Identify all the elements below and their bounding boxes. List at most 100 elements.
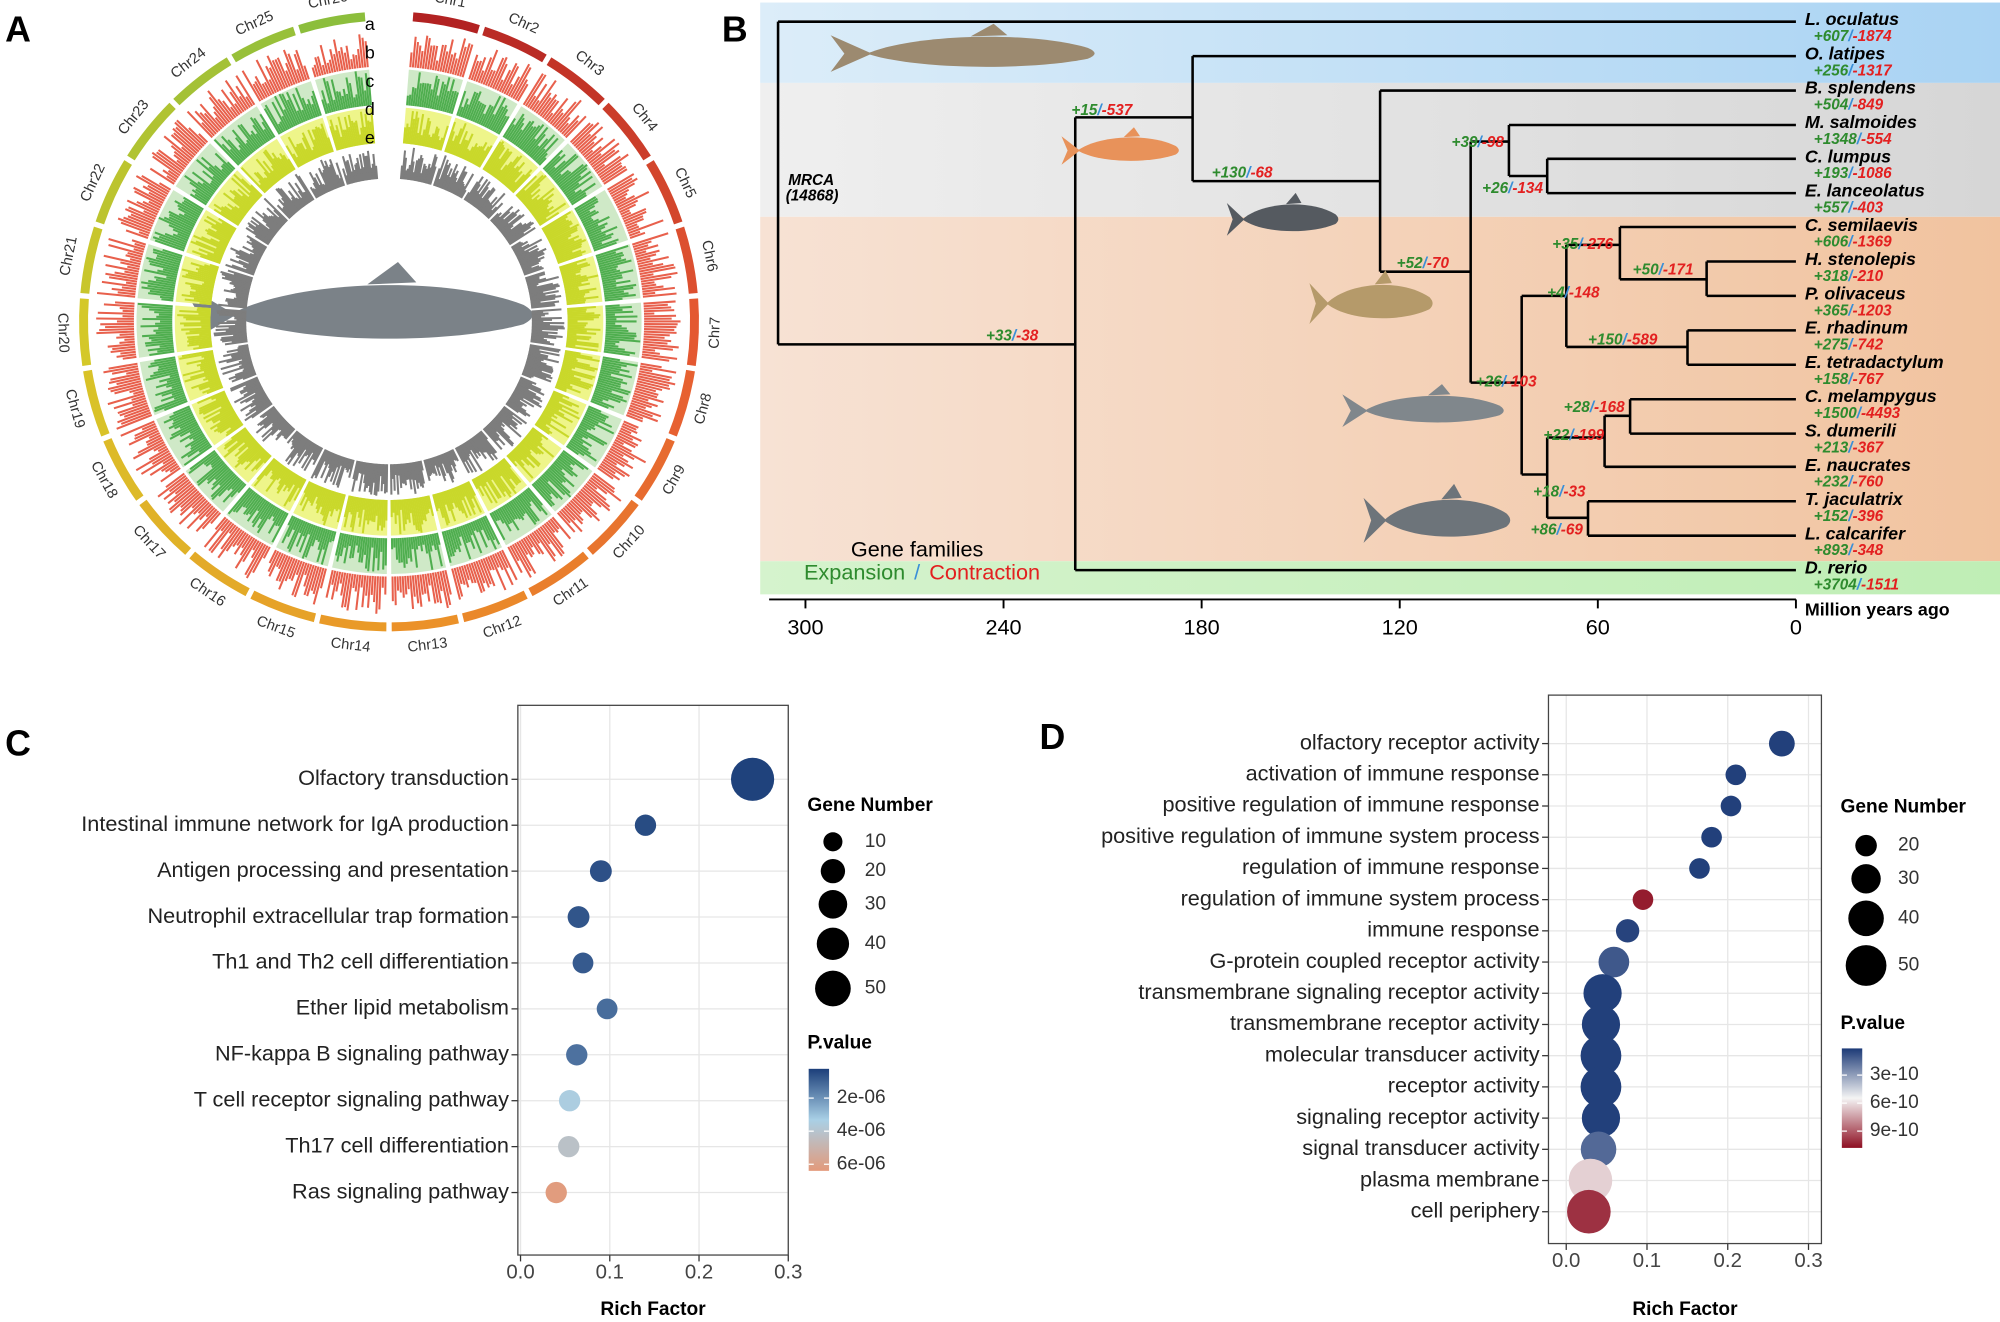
track-bar	[168, 216, 194, 230]
expansion: +893	[1814, 542, 1849, 559]
track-bar	[217, 417, 240, 433]
track-bar	[567, 312, 595, 316]
track-bar	[345, 77, 353, 109]
track-bar	[626, 223, 638, 230]
track-bar	[311, 67, 317, 78]
track-bar	[461, 44, 474, 78]
track-bar	[133, 248, 144, 253]
track-bar	[277, 123, 285, 133]
track-bar	[501, 549, 518, 581]
track-bar	[272, 169, 281, 181]
track-bar	[267, 509, 283, 534]
track-bar	[221, 168, 230, 177]
track-bar	[155, 379, 181, 389]
track-bar	[282, 49, 298, 84]
track-bar	[235, 75, 256, 106]
track-bar	[313, 129, 326, 156]
track-bar	[334, 492, 341, 510]
track-bar	[304, 525, 318, 558]
track-bar	[362, 462, 367, 475]
track-bar	[205, 506, 216, 518]
track-bar	[423, 459, 431, 481]
track-bar	[164, 400, 188, 411]
track-bar	[304, 440, 313, 451]
track-bar	[439, 454, 449, 474]
track-bar	[263, 215, 281, 231]
track-bar	[568, 501, 582, 515]
track-bar	[568, 441, 597, 462]
track-bar	[264, 149, 286, 178]
y-tick-label: Olfactory transduction	[298, 765, 509, 790]
track-bar	[531, 328, 543, 332]
track-bar	[148, 292, 174, 298]
track-bar	[555, 250, 573, 259]
track-bar	[443, 452, 453, 472]
track-bar	[311, 129, 324, 156]
track-bar	[522, 370, 552, 383]
track-bar	[127, 215, 153, 228]
track-bar	[631, 399, 652, 409]
track-bar	[551, 516, 572, 540]
track-bar	[410, 87, 415, 106]
dot	[730, 757, 775, 801]
track-bar	[194, 110, 217, 135]
track-bar	[520, 440, 532, 451]
track-bar	[271, 417, 286, 432]
track-bar	[537, 418, 547, 426]
track-bar	[633, 392, 664, 404]
track-bar	[303, 65, 310, 80]
track-bar	[495, 463, 516, 489]
track-bar	[624, 215, 644, 225]
track-bar	[401, 537, 406, 568]
track-bar	[286, 430, 299, 444]
track-bar	[542, 472, 566, 496]
track-bar	[298, 520, 306, 534]
track-bar	[437, 137, 444, 151]
track-bar	[541, 474, 549, 483]
track-bar	[243, 385, 263, 397]
track-bar	[605, 304, 620, 308]
track-bar	[222, 163, 233, 174]
track-bar	[522, 438, 542, 455]
species-count: +318/-210	[1814, 268, 1884, 285]
track-bar	[383, 499, 386, 528]
track-bar	[527, 432, 543, 446]
track-bar	[468, 439, 482, 457]
track-bar	[223, 434, 252, 458]
track-bar	[189, 290, 213, 297]
track-bar	[641, 281, 655, 286]
track-bar	[168, 224, 191, 236]
track-bar	[344, 458, 350, 469]
track-bar	[234, 286, 250, 292]
track-bar	[565, 293, 586, 299]
track-bar	[429, 45, 436, 70]
track-bar	[272, 508, 282, 522]
track-bar	[107, 392, 145, 406]
track-bar	[320, 488, 329, 508]
track-bar	[315, 526, 322, 541]
contraction: -589	[1627, 332, 1658, 349]
track-bar	[360, 77, 366, 107]
track-bar	[599, 265, 619, 272]
track-bar	[373, 499, 377, 523]
track-bar	[448, 90, 457, 114]
track-bar	[364, 113, 370, 145]
track-bar	[545, 220, 572, 237]
chromosome-band	[546, 57, 605, 106]
track-bar	[134, 190, 163, 207]
track-bar	[281, 197, 297, 215]
expansion: +504	[1814, 97, 1849, 114]
track-bar	[433, 533, 443, 567]
track-bar	[172, 413, 194, 425]
track-bar	[564, 353, 600, 363]
track-bar	[598, 258, 627, 268]
track-bar	[520, 256, 545, 268]
track-bar	[541, 524, 565, 555]
track-bar	[508, 501, 522, 520]
track-bar	[221, 337, 248, 343]
track-bar	[362, 153, 369, 181]
track-bar	[470, 562, 483, 594]
track-bar	[168, 210, 196, 226]
track-bar	[459, 484, 466, 497]
track-bar	[499, 460, 520, 485]
